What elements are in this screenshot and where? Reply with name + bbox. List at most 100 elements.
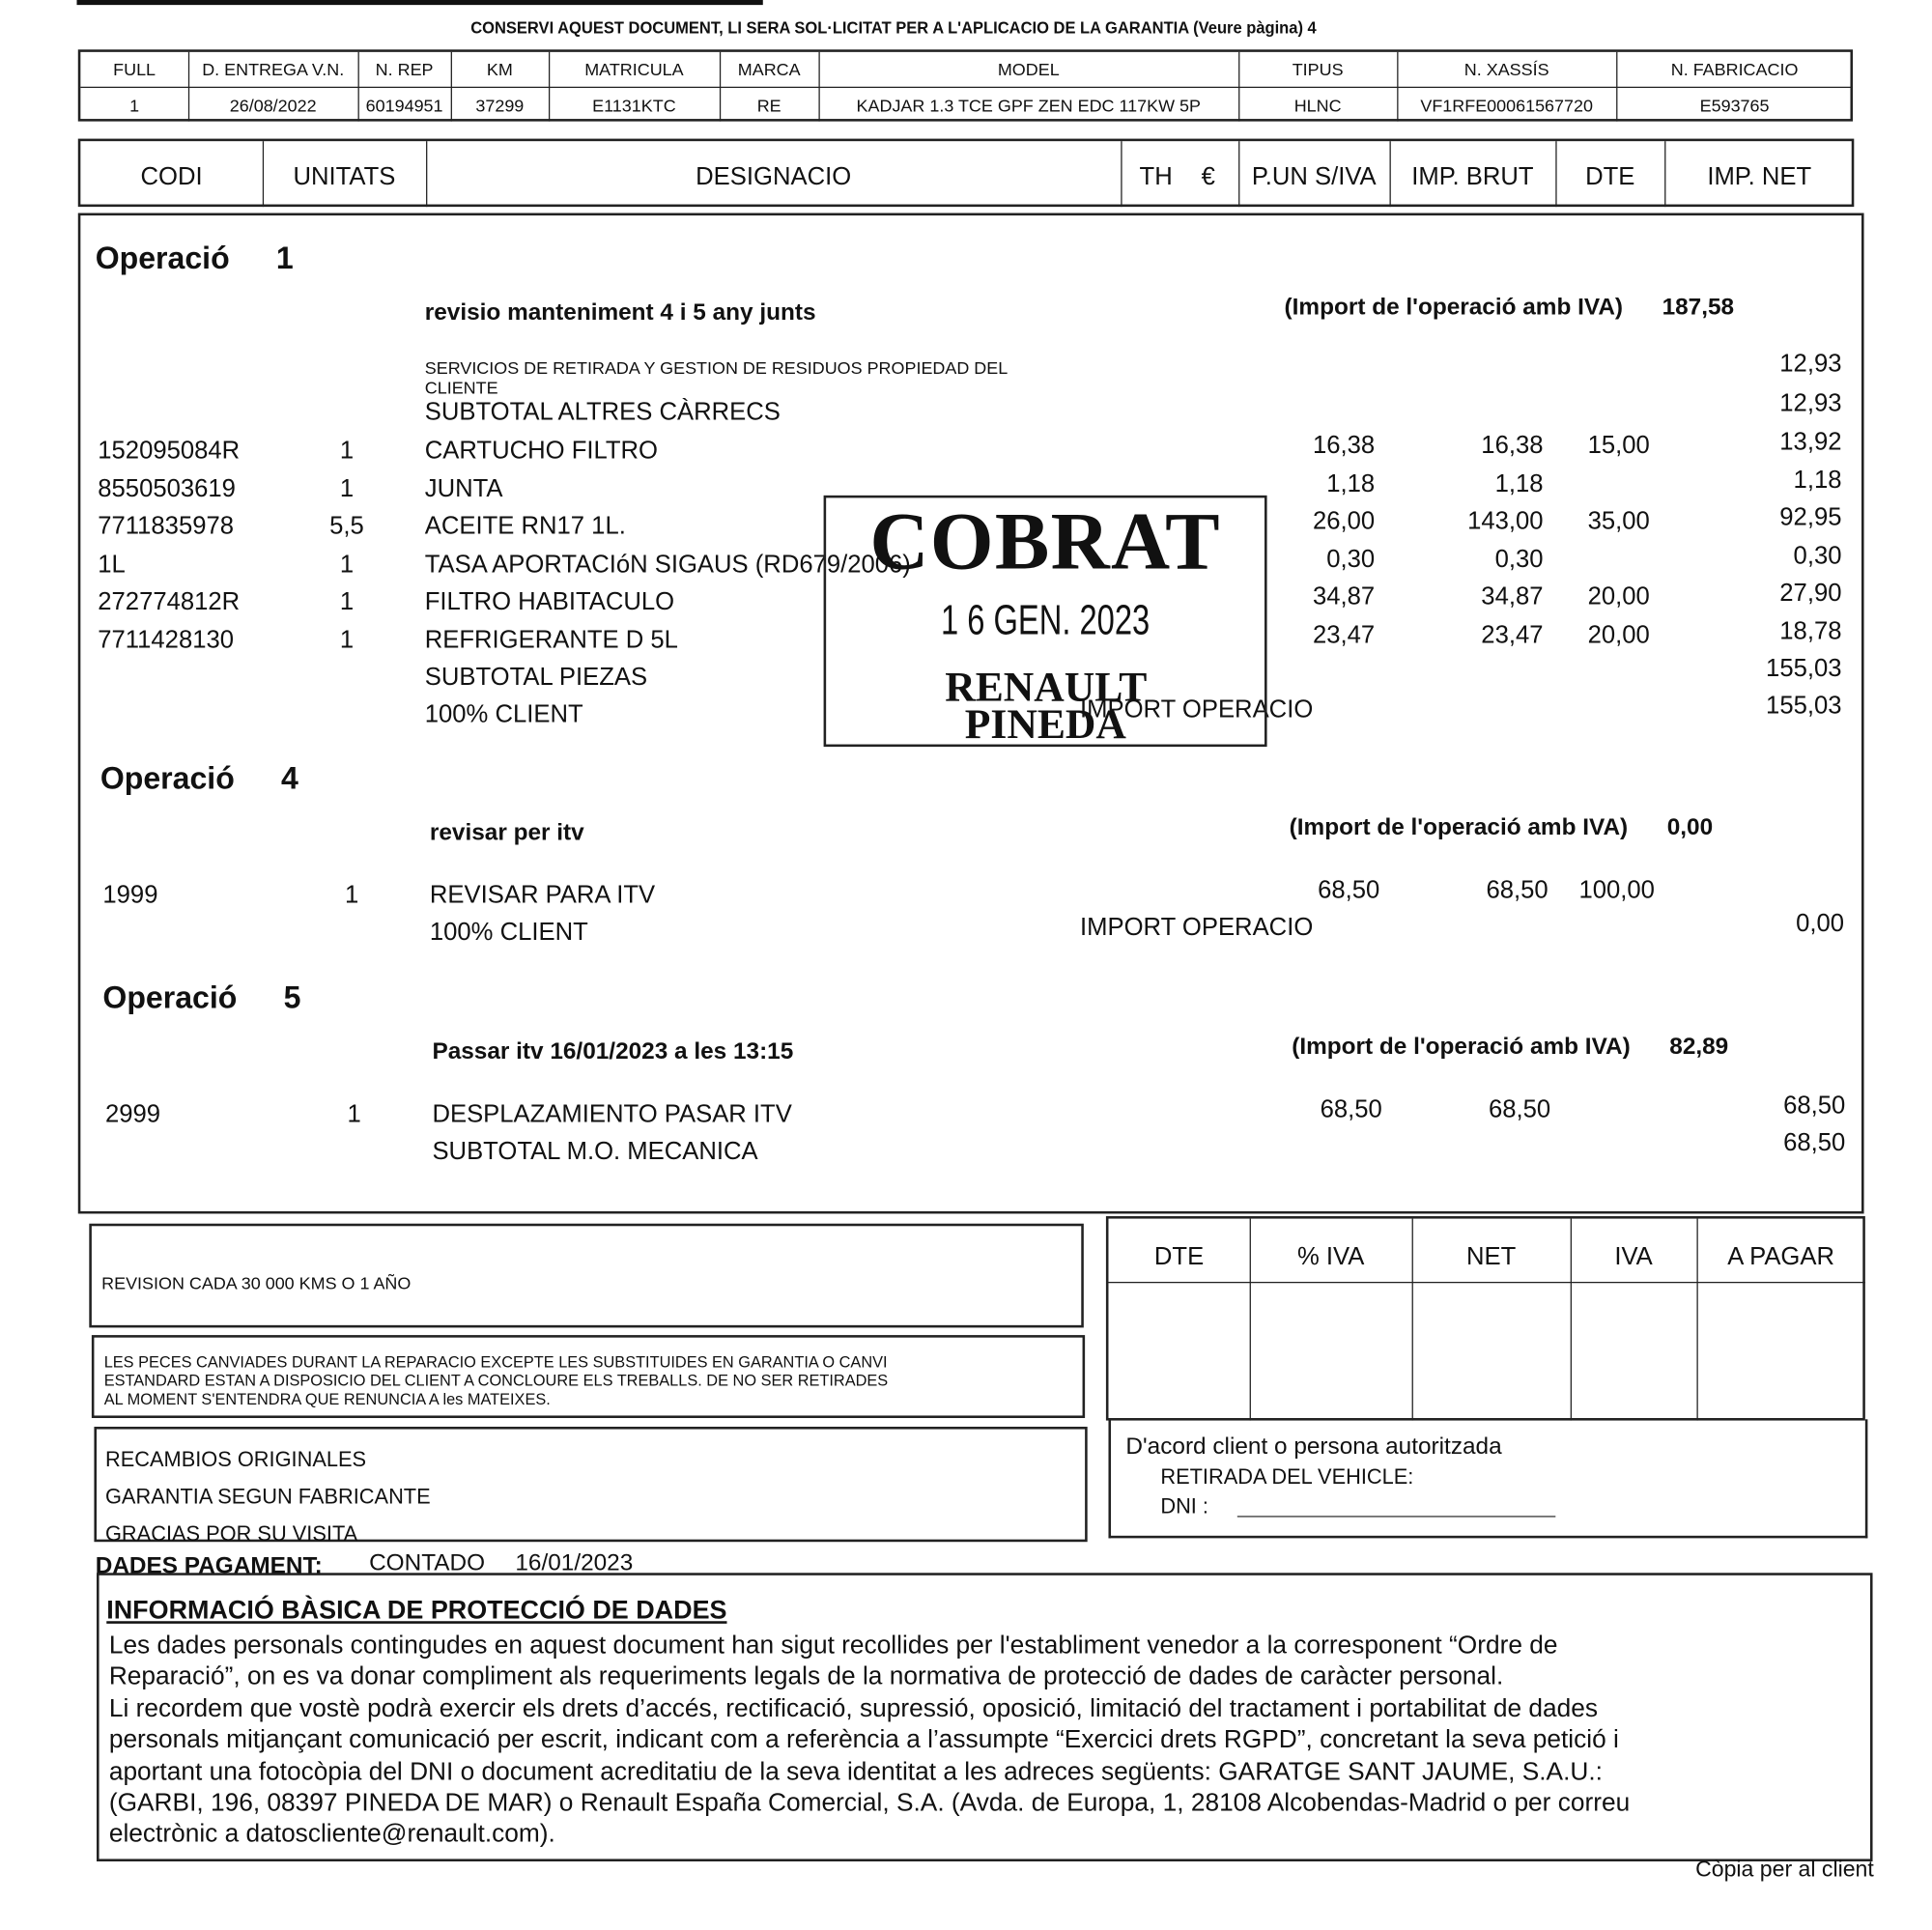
privacy-box: INFORMACIÓ BÀSICA DE PROTECCIÓ DE DADES … — [97, 1573, 1873, 1861]
vehicle-header-3: KM — [486, 59, 513, 80]
operation-title: Passar itv 16/01/2023 a les 13:15 — [432, 1038, 794, 1065]
column-divider — [1121, 141, 1122, 208]
line-code: 8550503619 — [98, 475, 236, 503]
parts-note-box: LES PECES CANVIADES DURANT LA REPARACIO … — [91, 1335, 1086, 1419]
stamp-word: COBRAT — [869, 497, 1221, 587]
footer-note-box: RECAMBIOS ORIGINALES GARANTIA SEGUN FABR… — [94, 1426, 1088, 1546]
column-divider — [1555, 141, 1557, 208]
line-description: REFRIGERANTE D 5L — [424, 626, 678, 654]
row-divider — [80, 86, 1854, 89]
privacy-line: Reparació”, on es va donar compliment al… — [108, 1662, 1504, 1691]
vehicle-pickup-label: RETIRADA DEL VEHICLE: — [1160, 1464, 1414, 1490]
privacy-line: electrònic a datoscliente@renault.com). — [108, 1819, 555, 1849]
line-description: 100% CLIENT — [424, 700, 583, 728]
vehicle-value-8: VF1RFE00061567720 — [1420, 95, 1593, 116]
vehicle-header-8: N. XASSÍS — [1463, 59, 1549, 80]
vehicle-header-7: TIPUS — [1292, 59, 1344, 80]
stamp-date: 1 6 GEN. 2023 — [940, 596, 1151, 644]
line-description: DESPLAZAMIENTO PASAR ITV — [432, 1100, 792, 1128]
line-unit-price: 0,30 — [1326, 546, 1376, 574]
column-divider — [1249, 1218, 1251, 1421]
column-divider — [1696, 1218, 1698, 1421]
line-gross-amount: 23,47 — [1481, 621, 1544, 649]
line-net-amount: 68,50 — [1783, 1129, 1846, 1157]
line-description: SUBTOTAL ALTRES CÀRRECS — [424, 398, 781, 427]
line-description: FILTRO HABITACULO — [424, 587, 675, 616]
column-divider — [818, 51, 820, 122]
column-header-8: IMP. NET — [1707, 163, 1812, 191]
vehicle-value-2: 60194951 — [365, 95, 443, 116]
line-gross-amount: 68,50 — [1486, 876, 1548, 904]
dni-label: DNI : — [1160, 1494, 1208, 1518]
line-discount: 20,00 — [1587, 621, 1650, 649]
operation-import-label: (Import de l'operació amb IVA) — [1284, 295, 1624, 322]
operation-number: 1 — [275, 241, 294, 276]
vehicle-value-6: KADJAR 1.3 TCE GPF ZEN EDC 117KW 5P — [856, 95, 1201, 116]
line-net-amount: 155,03 — [1766, 655, 1842, 683]
operation-import-value: 187,58 — [1662, 295, 1735, 322]
column-divider — [719, 51, 722, 122]
line-unit-price: 16,38 — [1312, 432, 1376, 460]
line-description: SUBTOTAL PIEZAS — [424, 664, 648, 692]
footer-notes: RECAMBIOS ORIGINALES GARANTIA SEGUN FABR… — [105, 1441, 431, 1552]
line-gross-amount: 1,18 — [1494, 470, 1544, 498]
line-code: 1L — [98, 551, 126, 579]
operation-label: Operació — [95, 241, 230, 276]
column-divider — [1238, 141, 1240, 208]
import-operacio-label: IMPORT OPERACIO — [1079, 914, 1314, 942]
totals-header-0: DTE — [1153, 1243, 1205, 1271]
operation-number: 4 — [281, 761, 298, 797]
line-unit-price: 34,87 — [1312, 582, 1376, 611]
column-header-5: P.UN S/IVA — [1251, 163, 1377, 191]
line-net-amount: 155,03 — [1766, 692, 1842, 720]
stamp-line2: PINEDA — [964, 701, 1126, 749]
line-description: SERVICIOS DE RETIRADA Y GESTION DE RESID… — [424, 357, 1008, 398]
payment-method: CONTADO — [369, 1550, 486, 1577]
column-header-6: IMP. BRUT — [1411, 163, 1534, 191]
line-discount: 100,00 — [1578, 876, 1655, 904]
line-net-amount: 0,30 — [1793, 542, 1842, 570]
line-unit-price: 1,18 — [1326, 470, 1376, 498]
line-net-amount: 18,78 — [1779, 617, 1842, 645]
line-code: 1999 — [102, 881, 158, 910]
totals-table: DTE % IVA NET IVA A PAGAR — [1105, 1216, 1865, 1421]
line-gross-amount: 143,00 — [1467, 507, 1544, 535]
operation-label: Operació — [99, 761, 235, 797]
column-divider — [262, 141, 265, 208]
operation-title: revisio manteniment 4 i 5 any junts — [424, 299, 816, 326]
line-gross-amount: 0,30 — [1494, 546, 1544, 574]
revision-note: REVISION CADA 30 000 KMS O 1 AÑO — [101, 1272, 412, 1293]
column-header-1: UNITATS — [293, 163, 396, 191]
warranty-notice: CONSERVI AQUEST DOCUMENT, LI SERA SOL·LI… — [470, 16, 1317, 38]
line-description: CARTUCHO FILTRO — [424, 437, 658, 465]
column-divider — [1397, 51, 1399, 122]
line-net-amount: 92,95 — [1779, 503, 1842, 532]
column-header-th: TH — [1139, 163, 1173, 191]
operation-title: revisar per itv — [429, 819, 584, 846]
parts-note: LES PECES CANVIADES DURANT LA REPARACIO … — [104, 1352, 888, 1408]
line-units: 1 — [339, 587, 355, 616]
operation-import-value: 82,89 — [1669, 1034, 1729, 1061]
line-description: TASA APORTACIóN SIGAUS (RD679/2006) — [424, 551, 911, 579]
column-divider — [187, 51, 190, 122]
line-units: 1 — [339, 475, 355, 503]
privacy-line: aportant una fotocòpia del DNI o documen… — [108, 1756, 1603, 1786]
line-gross-amount: 16,38 — [1481, 432, 1544, 460]
column-divider — [357, 51, 359, 122]
privacy-line: Li recordem que vostè podrà exercir els … — [108, 1693, 1599, 1723]
footer-note-line: GARANTIA SEGUN FABRICANTE — [104, 1485, 431, 1509]
column-divider — [426, 141, 428, 208]
column-divider — [1664, 141, 1666, 208]
paid-stamp: COBRAT 1 6 GEN. 2023 RENAULT PINEDA — [823, 495, 1267, 749]
line-description: JUNTA — [424, 475, 503, 503]
line-discount: 15,00 — [1587, 432, 1650, 460]
row-divider — [1108, 1281, 1865, 1284]
line-description: REVISAR PARA ITV — [429, 881, 656, 910]
copy-label: Còpia per al client — [1695, 1856, 1874, 1882]
vehicle-header-1: D. ENTREGA V.N. — [202, 59, 345, 80]
line-net-amount: 68,50 — [1783, 1092, 1846, 1121]
line-net-amount: 12,93 — [1779, 389, 1842, 418]
privacy-text: Les dades personals contingudes en aques… — [109, 1630, 1630, 1850]
line-discount: 20,00 — [1587, 582, 1650, 611]
line-gross-amount: 34,87 — [1481, 582, 1544, 611]
